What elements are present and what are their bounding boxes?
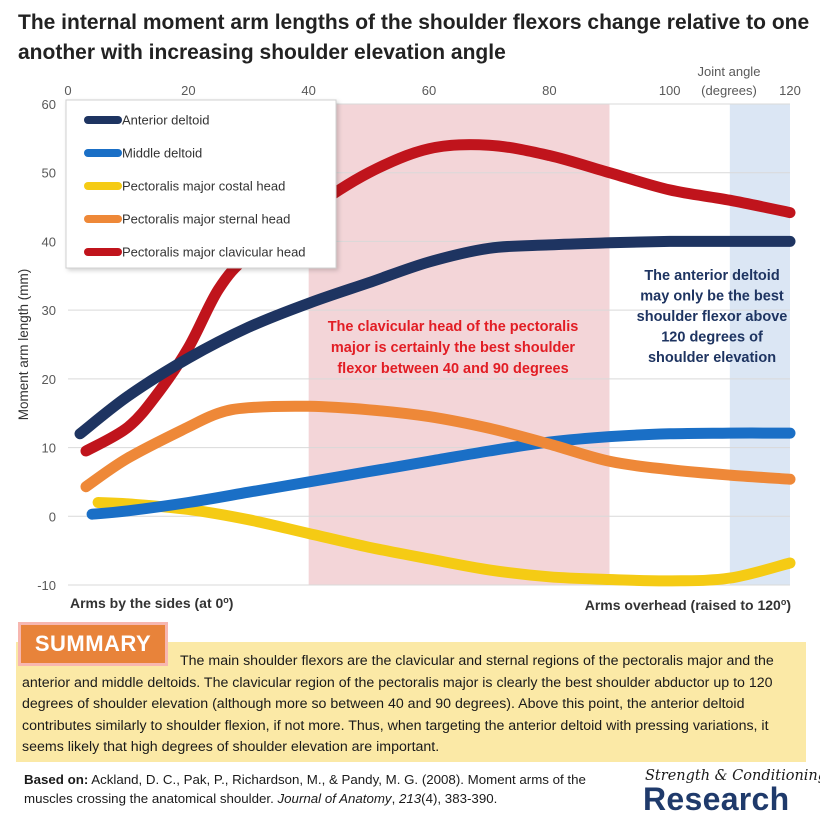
series-line-middle-deltoid [86, 427, 796, 520]
series-line-anterior-deltoid [74, 235, 796, 440]
legend-label: Pectoralis major costal head [122, 179, 285, 194]
y-tick-label: 50 [42, 166, 56, 181]
arms-overhead-text: Arms overhead (raised to 120 [585, 597, 781, 613]
degree-superscript: o [223, 595, 229, 605]
moment-arm-chart: -10 0 10 20 30 40 50 60 0 20 40 60 80 100 120 Joint ang… [16, 64, 801, 613]
legend-label: Anterior deltoid [122, 113, 209, 128]
citation-sep: , [391, 791, 399, 806]
x-tick-label: 20 [181, 83, 195, 98]
y-tick-label: 40 [42, 234, 56, 249]
arms-by-sides-text: Arms by the sides (at 0 [70, 595, 223, 611]
closing-paren: ) [229, 595, 234, 611]
y-tick-label: 0 [49, 509, 56, 524]
degree-superscript: o [781, 597, 787, 607]
y-tick-label: 30 [42, 303, 56, 318]
series-line-pectoralis-major-clavicular-head [80, 139, 796, 457]
x-tick-label: 0 [64, 83, 71, 98]
y-tick-label: -10 [37, 578, 56, 593]
annotation-deltoid-line: 120 degrees of [661, 330, 763, 346]
citation-authors: Ackland, D. C., Pak, P., Richardson, M.,… [24, 772, 586, 806]
x-tick-label: 60 [422, 83, 436, 98]
series-line-pectoralis-major-costal-head [92, 497, 796, 587]
annotation-deltoid-line: may only be the best [640, 289, 784, 305]
closing-paren: ) [786, 597, 791, 613]
brand-tagline: Strength & Conditioning [645, 768, 820, 784]
x-axis-title-line: (degrees) [701, 83, 757, 98]
citation: Based on: Ackland, D. C., Pak, P., Richa… [24, 770, 624, 808]
citation-journal: Journal of Anatomy [277, 791, 392, 806]
legend-label: Pectoralis major sternal head [122, 212, 290, 227]
citation-volume: 213 [398, 791, 422, 806]
y-tick-label: 10 [42, 441, 56, 456]
series-line-pectoralis-major-sternal-head [80, 400, 796, 493]
x-tick-label: 40 [301, 83, 315, 98]
annotation-pectoralis-line: The clavicular head of the pectoralis [328, 319, 579, 335]
arms-by-sides-label: Arms by the sides (at 0o) [70, 595, 233, 611]
x-tick-label: 120 [779, 83, 801, 98]
y-tick-label: 60 [42, 97, 56, 112]
annotation-deltoid-line: The anterior deltoid [644, 268, 779, 284]
summary-badge: SUMMARY [18, 622, 168, 666]
y-tick-label: 20 [42, 372, 56, 387]
annotation-pectoralis-line: major is certainly the best shoulder [331, 340, 576, 356]
x-tick-label: 100 [659, 83, 681, 98]
page-title: The internal moment arm lengths of the s… [18, 11, 810, 64]
summary-text: The main shoulder flexors are the clavic… [22, 653, 774, 756]
annotation-deltoid-line: shoulder flexor above [637, 309, 788, 325]
x-tick-label: 80 [542, 83, 556, 98]
y-axis-title: Moment arm length (mm) [16, 269, 31, 421]
annotation-deltoid-line: shoulder elevation [648, 350, 776, 366]
legend-label: Pectoralis major clavicular head [122, 245, 306, 260]
x-axis-title-line: Joint angle [698, 64, 761, 79]
legend-label: Middle deltoid [122, 146, 202, 161]
citation-prefix: Based on: [24, 772, 89, 787]
annotation-pectoralis-line: flexor between 40 and 90 degrees [337, 361, 568, 377]
shaded-region-2 [729, 104, 790, 585]
brand-logo: Research [643, 781, 790, 817]
citation-issue: (4), 383-390. [421, 791, 498, 806]
arms-overhead-label: Arms overhead (raised to 120o) [585, 597, 791, 613]
